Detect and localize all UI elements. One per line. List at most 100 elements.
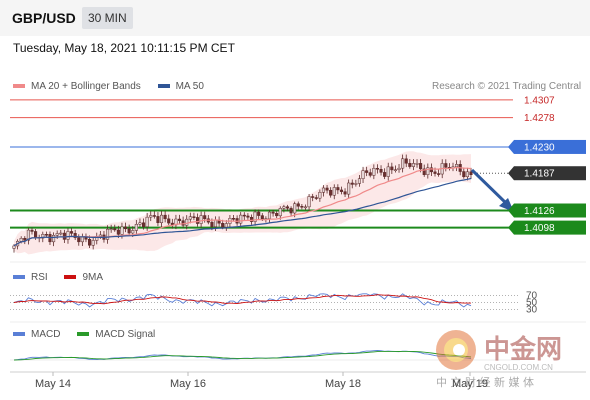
candle-body: [339, 189, 344, 192]
candle-body: [192, 216, 196, 218]
legend-ma20: MA 20 + Bollinger Bands: [13, 81, 141, 92]
legend-rsi: RSI: [13, 272, 48, 283]
x-tick-label: May 16: [170, 378, 206, 390]
candle-body: [408, 163, 412, 167]
candle-body: [300, 206, 304, 208]
candle-body: [77, 237, 81, 243]
candle-body: [163, 214, 167, 220]
candle-body: [106, 228, 110, 240]
candle-body: [66, 231, 70, 240]
candle-body: [329, 189, 333, 196]
candle-body: [397, 167, 401, 170]
candle-body: [275, 213, 279, 217]
candle-body: [365, 170, 369, 173]
level-lines-group: [10, 99, 513, 229]
candle-body: [203, 215, 207, 220]
symbol-label: GBP/USD: [12, 10, 76, 26]
candle-body: [390, 166, 394, 171]
candle-body: [393, 169, 397, 171]
candle-body: [462, 171, 466, 178]
candle-body: [404, 158, 408, 164]
rsi-level-label: 30: [526, 305, 538, 316]
rsi-ma-label: 9MA: [82, 272, 104, 283]
candle-body: [199, 215, 203, 224]
level-tag-arrow-1.4126: [508, 203, 514, 218]
candle-body: [221, 223, 225, 228]
watermark-tagline: 中 文 财 经 新 媒 体: [436, 375, 534, 389]
candle-body: [249, 216, 254, 222]
candle-body: [242, 214, 246, 217]
candle-body: [375, 168, 379, 170]
level-tag-arrow-1.4187: [508, 166, 514, 181]
rsi-level-label: 70: [526, 291, 538, 302]
candle-body: [357, 178, 361, 184]
legend-macd-signal: MACD Signal: [77, 329, 155, 340]
candle-body: [278, 208, 282, 217]
rsi-label: RSI: [31, 272, 48, 283]
candle-body: [156, 216, 160, 223]
rsi-ma-swatch: [64, 275, 77, 280]
candle-body: [433, 171, 437, 174]
x-tick-label: May 19: [452, 378, 488, 390]
level-tag-arrow-1.4098: [508, 220, 514, 235]
candle-body: [131, 230, 135, 234]
candle-body: [44, 234, 48, 236]
macd-label: MACD: [31, 329, 61, 340]
candle-body: [361, 170, 365, 179]
candle-body: [419, 163, 423, 170]
candle-body: [195, 217, 200, 224]
candle-body: [293, 203, 297, 214]
candle-body: [124, 226, 128, 230]
watermark: 中金网 CNGOLD.COM.CN 中 文 财 经 新 媒 体: [432, 328, 582, 390]
candle-body: [343, 191, 347, 195]
candle-body: [321, 187, 326, 193]
level-tag-arrow-1.4230: [508, 139, 514, 154]
candle-body: [271, 211, 275, 214]
level-label-1.4187: 1.4187: [524, 169, 555, 180]
candles-group: [12, 154, 473, 253]
candle-body: [422, 168, 426, 175]
candle-body: [368, 172, 372, 176]
forecast-arrow-shaft: [470, 168, 510, 207]
candle-body: [80, 236, 84, 243]
candle-body: [426, 167, 430, 175]
candle-body: [303, 206, 308, 209]
candle-body: [62, 232, 66, 240]
level-tag-bg-1.4230: [514, 139, 586, 154]
candle-body: [285, 206, 290, 209]
rsi-ma-line: [13, 294, 471, 305]
macd-swatch: [13, 332, 25, 337]
level-label-1.4230: 1.4230: [524, 142, 555, 153]
candle-body: [401, 158, 405, 169]
rsi-swatch: [13, 275, 25, 280]
candle-body: [120, 226, 124, 235]
watermark-logo-icon: 中金网 CNGOLD.COM.CN 中 文 财 经 新 媒 体: [436, 330, 562, 389]
candle-body: [41, 234, 45, 239]
rsi-legend: RSI 9MA: [13, 272, 117, 283]
candle-body: [253, 211, 257, 222]
macd-panel: [10, 350, 520, 361]
candle-body: [257, 211, 261, 216]
macd-signal-label: MACD Signal: [95, 329, 156, 340]
candle-body: [437, 173, 441, 175]
candle-body: [52, 235, 56, 243]
candle-body: [213, 219, 218, 227]
candle-body: [181, 220, 185, 226]
candle-body: [347, 182, 351, 195]
candle-body: [314, 197, 318, 199]
candle-body: [185, 218, 189, 226]
candle-body: [109, 228, 113, 231]
candle-body: [411, 163, 415, 167]
candle-body: [267, 211, 272, 219]
interval-button[interactable]: 30 MIN: [82, 7, 133, 29]
x-axis: May 14 May 16 May 18 May 19: [10, 261, 586, 390]
candle-body: [350, 182, 354, 185]
x-tick-label: May 14: [35, 378, 71, 390]
candle-body: [383, 172, 387, 177]
level-tag-bg-1.4126: [514, 203, 586, 218]
candle-body: [372, 168, 376, 176]
candle-body: [152, 215, 156, 217]
macd-signal-line: [13, 350, 472, 361]
legend-rsi-ma: 9MA: [64, 272, 103, 283]
